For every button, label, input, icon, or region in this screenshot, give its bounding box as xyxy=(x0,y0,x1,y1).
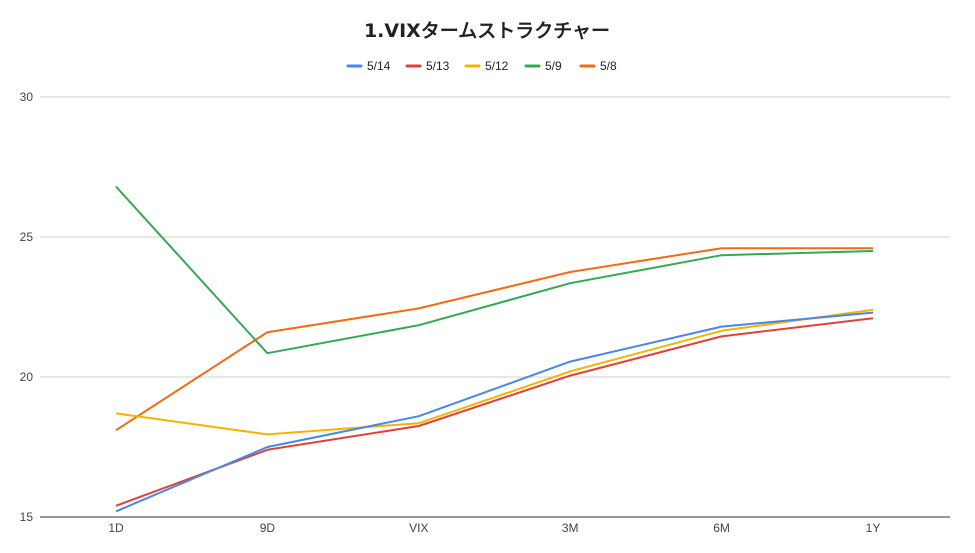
series-line-5-9 xyxy=(115,185,874,355)
legend-item: 5/14 xyxy=(346,59,391,73)
series-line-5-8 xyxy=(115,247,873,432)
legend-label: 5/14 xyxy=(367,59,391,73)
x-tick-label: VIX xyxy=(409,521,428,535)
legend-label: 5/8 xyxy=(600,59,617,73)
x-tick-label: 9D xyxy=(260,521,276,535)
legend-item: 5/8 xyxy=(579,59,617,73)
y-tick-label: 30 xyxy=(20,90,34,104)
y-tick-label: 25 xyxy=(20,230,34,244)
y-tick-label: 20 xyxy=(20,370,34,384)
series-line-5-12 xyxy=(115,308,874,436)
legend-item: 5/13 xyxy=(405,59,450,73)
legend-label: 5/9 xyxy=(545,59,562,73)
plot-area xyxy=(115,185,874,513)
x-tick-label: 6M xyxy=(713,521,730,535)
series-line-5-14 xyxy=(115,311,874,513)
x-tick-label: 1Y xyxy=(866,521,881,535)
x-tick-label: 3M xyxy=(562,521,579,535)
legend-item: 5/9 xyxy=(524,59,562,73)
series-line-5-13 xyxy=(115,317,874,507)
legend-label: 5/13 xyxy=(426,59,450,73)
legend-label: 5/12 xyxy=(485,59,509,73)
x-axis: 1D 9D VIX 3M 6M 1Y xyxy=(108,521,880,535)
y-axis: 15 20 25 30 xyxy=(20,90,34,524)
legend-item: 5/12 xyxy=(464,59,509,73)
chart-title: 1.VIXタームストラクチャー xyxy=(364,20,610,42)
y-tick-label: 15 xyxy=(20,510,34,524)
grid xyxy=(40,96,950,518)
x-tick-label: 1D xyxy=(108,521,124,535)
legend: 5/14 5/13 5/12 5/9 5/8 xyxy=(346,59,617,73)
